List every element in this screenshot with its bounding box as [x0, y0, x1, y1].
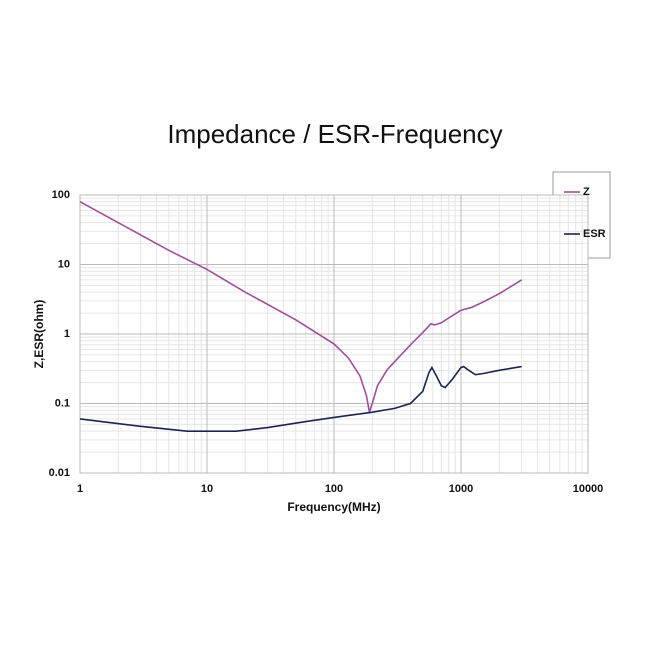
- x-tick-label: 1000: [449, 483, 473, 495]
- y-tick-label: 1: [64, 328, 70, 340]
- x-tick-label: 100: [325, 483, 343, 495]
- x-tick-label: 10: [201, 483, 213, 495]
- legend-label: Z: [583, 186, 590, 198]
- series-line: [79, 365, 522, 432]
- y-tick-label: 10: [58, 258, 70, 270]
- y-tick-label: 0.01: [49, 467, 70, 479]
- series-line: [79, 201, 523, 413]
- x-tick-label: 1: [77, 483, 83, 495]
- legend-label: ESR: [583, 228, 606, 240]
- x-tick-label: 10000: [573, 483, 604, 495]
- x-axis-label: Frequency(MHz): [287, 500, 380, 514]
- y-tick-label: 100: [52, 189, 70, 201]
- chart-title: Impedance / ESR-Frequency: [167, 119, 502, 149]
- y-tick-label: 0.1: [55, 397, 70, 409]
- y-axis-label: Z,ESR(ohm): [32, 300, 46, 369]
